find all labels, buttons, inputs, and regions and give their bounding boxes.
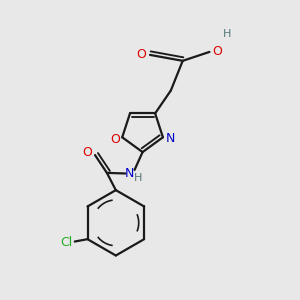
Text: N: N [166, 132, 175, 145]
Text: O: O [136, 48, 146, 62]
Text: H: H [134, 173, 142, 183]
Text: Cl: Cl [61, 236, 73, 249]
Text: O: O [82, 146, 92, 159]
Text: O: O [212, 45, 222, 58]
Text: N: N [124, 167, 134, 180]
Text: H: H [223, 29, 232, 39]
Text: O: O [110, 133, 120, 146]
